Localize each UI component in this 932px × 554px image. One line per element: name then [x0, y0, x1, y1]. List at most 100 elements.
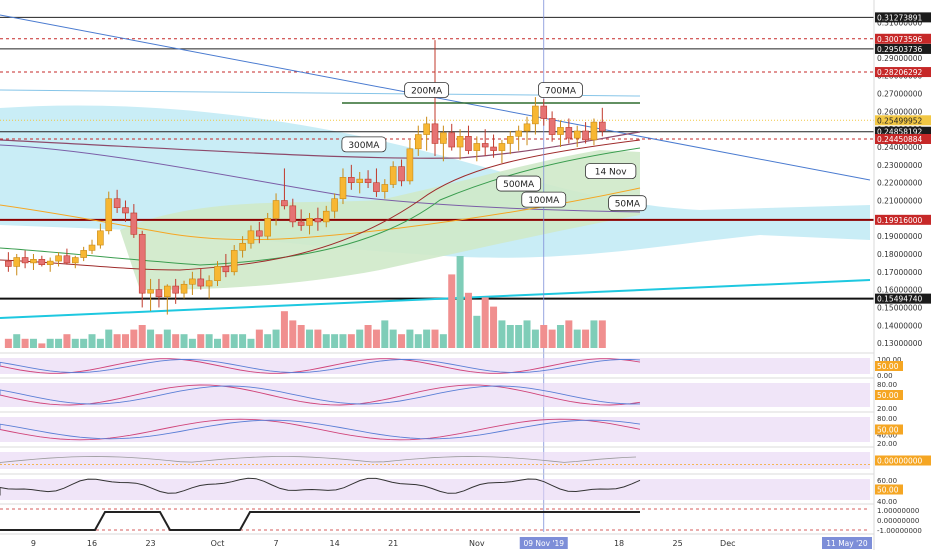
- panel-band: [0, 383, 870, 407]
- candle-body: [272, 200, 280, 219]
- candle-body: [348, 177, 355, 183]
- candle-body: [297, 221, 305, 226]
- panel-tick-label: 0.00000000: [877, 517, 919, 525]
- time-tick-label: 9: [31, 539, 36, 548]
- volume-bar: [481, 297, 489, 348]
- candle-body: [322, 210, 330, 223]
- price-tick-label: 0.31000000: [877, 18, 923, 27]
- annotation-label: 500MA: [503, 180, 535, 190]
- volume-bar: [389, 329, 397, 348]
- level-badge-label: 0.24858192: [877, 128, 923, 137]
- price-tick-label: 0.19000000: [877, 232, 923, 241]
- candle-body: [189, 278, 196, 285]
- candle-body: [364, 178, 372, 183]
- volume-bar: [13, 334, 21, 348]
- volume-bar: [339, 334, 347, 348]
- candle-body: [147, 289, 154, 294]
- level-badge-label: 0.31273891: [877, 13, 923, 22]
- volume-bar: [38, 343, 46, 348]
- volume-bar: [364, 325, 372, 348]
- volume-bar: [29, 338, 37, 348]
- level-badge-label: 0.29503736: [877, 45, 923, 54]
- volume-bar: [406, 329, 414, 348]
- volume-bar: [590, 320, 598, 348]
- panel-tick-label: 60.00: [877, 477, 897, 485]
- time-axis: 9 16 23 Oct 7 14 21 Nov 18 25 Dec 09 Nov '19 11 May …: [0, 533, 874, 549]
- candle-body: [506, 136, 514, 144]
- volume-bar: [80, 338, 88, 348]
- candle-body: [599, 121, 606, 132]
- candle-body: [63, 255, 71, 264]
- candle-body: [314, 218, 322, 223]
- annotation-label: 50MA: [615, 200, 641, 210]
- volume-bar: [540, 325, 548, 348]
- level-badge-label: 0.30073596: [877, 35, 923, 44]
- volume-bar: [314, 329, 322, 348]
- candle-body: [256, 230, 263, 237]
- panel-badge-label: 50.00: [877, 426, 899, 435]
- level-badge-label: 0.15494740: [877, 295, 923, 304]
- volume-bar: [414, 334, 422, 348]
- candle-body: [339, 177, 347, 200]
- candle-body: [97, 230, 104, 246]
- panel-tick-label: 1.00000000: [877, 507, 919, 515]
- candle-body: [515, 130, 522, 137]
- candle-body: [398, 166, 405, 182]
- candle-body: [423, 123, 430, 135]
- candle-body: [540, 105, 548, 119]
- candle-body: [532, 105, 539, 125]
- volume-bar: [130, 329, 138, 348]
- time-tick-label: 23: [145, 539, 155, 548]
- panel-tick-label: -1.00000000: [877, 527, 922, 535]
- volume-bar: [306, 329, 314, 348]
- volume-bar: [448, 274, 456, 348]
- price-tick-label: 0.21000000: [877, 196, 923, 205]
- crosshair-date-label: 09 Nov '19: [523, 539, 564, 548]
- candle-body: [414, 134, 422, 150]
- level-badge: [875, 214, 931, 225]
- candle-body: [406, 148, 414, 182]
- candle-body: [155, 289, 163, 298]
- panel-tick-label: 20.00: [877, 440, 897, 448]
- level-badge: [875, 12, 931, 23]
- volume-bar: [155, 334, 163, 348]
- panel-badge-label: 50.00: [877, 486, 899, 495]
- candle-body: [122, 207, 129, 214]
- volume-bar: [188, 338, 196, 348]
- volume-bar: [506, 325, 514, 348]
- panel-badge: [875, 484, 903, 495]
- indicator-panels: [0, 352, 874, 531]
- volume-bar: [255, 329, 263, 348]
- level-badge: [875, 126, 931, 137]
- candle-body: [356, 178, 364, 183]
- annotation-label: 100MA: [528, 196, 560, 206]
- level-badge: [875, 33, 931, 44]
- candle-body: [247, 230, 255, 244]
- candle-body: [21, 257, 29, 264]
- time-tick-label: Nov: [469, 539, 485, 548]
- far-date-label: 11 May '20: [826, 539, 868, 548]
- price-tick-label: 0.16000000: [877, 286, 923, 295]
- price-tick-label: 0.27000000: [877, 90, 923, 99]
- ma-orange: [0, 187, 641, 241]
- volume-bar: [439, 334, 447, 348]
- annotation-label: 14 Nov: [595, 168, 628, 178]
- candle-body: [481, 143, 489, 148]
- candle-body: [331, 198, 338, 212]
- candle-body: [13, 257, 21, 267]
- rsi-line: [0, 477, 641, 496]
- volume-bar: [138, 325, 146, 348]
- volume-bar: [356, 329, 364, 348]
- candle-body: [440, 132, 447, 144]
- panel-badge: [875, 424, 903, 435]
- candle-body: [138, 234, 146, 294]
- candle-body: [105, 198, 113, 232]
- level-badge: [875, 43, 931, 54]
- level-badge: [875, 67, 931, 78]
- candle-body: [565, 127, 573, 139]
- time-tick-label: Oct: [211, 539, 225, 548]
- panel-tick-label: 40.00: [877, 432, 897, 440]
- panel-badge-label: 50.00: [877, 391, 899, 400]
- time-tick-label: 25: [673, 539, 683, 548]
- volume-bar: [582, 329, 590, 348]
